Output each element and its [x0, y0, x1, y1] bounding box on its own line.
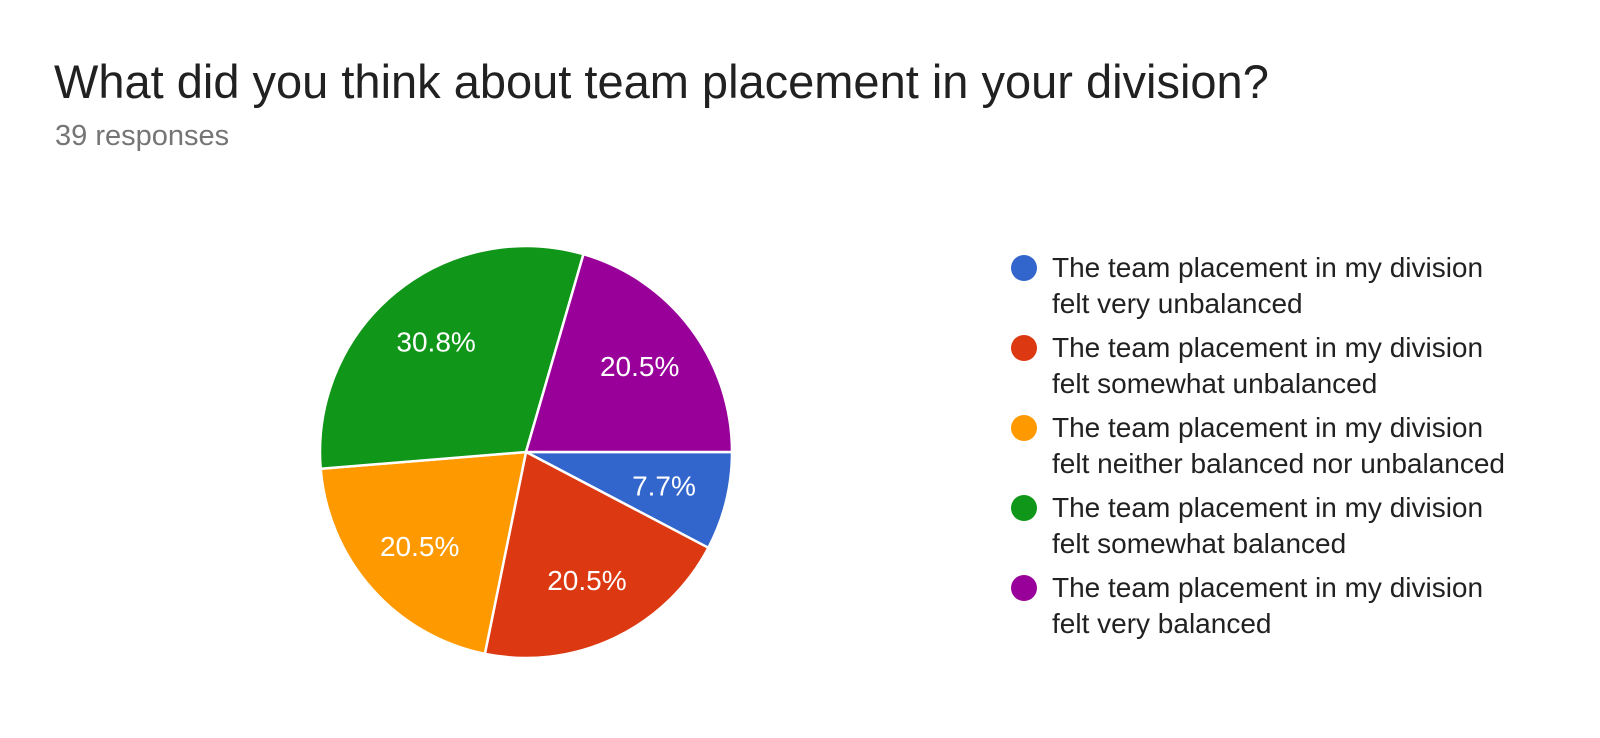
legend-item-label: The team placement in my division felt v… [1052, 252, 1484, 319]
legend-item-label: The team placement in my division felt s… [1052, 332, 1484, 399]
slice-percent-label: 30.8% [396, 326, 475, 357]
legend-item-label: The team placement in my division felt s… [1052, 492, 1484, 559]
legend-item: The team placement in my division felt v… [1011, 570, 1514, 642]
legend-item: The team placement in my division felt s… [1011, 330, 1514, 402]
pie-slice[interactable] [483, 450, 710, 660]
pie-slice[interactable] [318, 244, 585, 471]
legend-item: The team placement in my division felt s… [1011, 490, 1514, 562]
pie-chart: 7.7% 20.5% 20.5% 30.8% 20.5% [318, 244, 734, 660]
slice-percent-label: 20.5% [600, 351, 679, 382]
chart-legend: The team placement in my division felt v… [1011, 250, 1514, 650]
legend-item: The team placement in my division felt n… [1011, 410, 1514, 482]
legend-item-label: The team placement in my division felt n… [1052, 412, 1506, 479]
chart-title: What did you think about team placement … [54, 55, 1269, 108]
legend-color-dot [1011, 495, 1037, 521]
legend-color-dot [1011, 255, 1037, 281]
pie-slice[interactable] [524, 450, 734, 550]
pie-slice[interactable] [319, 450, 528, 656]
legend-color-dot [1011, 575, 1037, 601]
slice-percent-label: 7.7% [632, 471, 696, 502]
slice-percent-label: 20.5% [380, 531, 459, 562]
slice-percent-label: 20.5% [547, 565, 626, 596]
legend-color-dot [1011, 415, 1037, 441]
pie-slice[interactable] [524, 252, 734, 454]
responses-count: 39 responses [55, 120, 230, 152]
legend-item: The team placement in my division felt v… [1011, 250, 1514, 322]
legend-item-label: The team placement in my division felt v… [1052, 572, 1484, 639]
legend-color-dot [1011, 335, 1037, 361]
